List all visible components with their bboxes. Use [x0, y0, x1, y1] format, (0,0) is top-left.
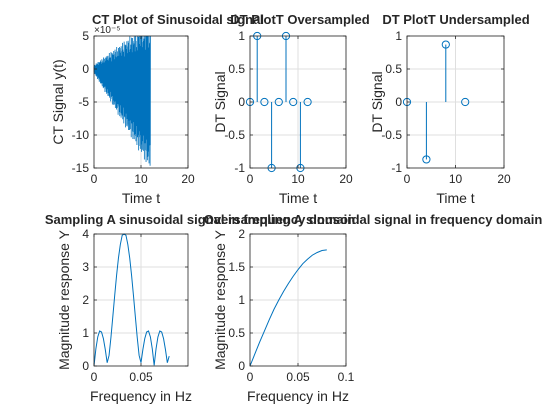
y-axis-label: Magnitude response Y — [212, 229, 228, 369]
y-tick-label: -15 — [72, 161, 90, 175]
subplot-title: Oversampling A sinusoidal signal in freq… — [204, 212, 543, 227]
subplot-freq-2: 0 0.05 0.1 0 0.5 1 1.5 2 Frequency in Hz Magnitud… — [204, 212, 543, 404]
y-tick-label: 1 — [238, 293, 245, 307]
y-tick-label: -0.5 — [224, 128, 245, 142]
x-tick-label: 10 — [291, 172, 305, 186]
x-tick-label: 0.05 — [286, 370, 310, 384]
x-tick-label: 0.05 — [129, 370, 153, 384]
x-tick-label: 0 — [91, 172, 98, 186]
subplot-title: CT Plot of Sinusoidal signal — [92, 12, 264, 27]
y-tick-label: -1 — [234, 161, 245, 175]
y-tick-label: 1.5 — [228, 260, 245, 274]
y-tick-label: 0 — [82, 359, 89, 373]
y-tick-label: -5 — [78, 95, 89, 109]
stem-marker — [260, 97, 269, 107]
x-tick-label: 0 — [247, 172, 254, 186]
series-line — [93, 233, 170, 367]
x-tick-label: 0 — [91, 370, 98, 384]
stem-marker — [441, 40, 450, 49]
x-axis-label: Time t — [279, 190, 317, 206]
x-tick-label: 20 — [181, 172, 195, 186]
x-tick-label: 0 — [404, 172, 411, 186]
series-freq-1 — [93, 233, 170, 367]
stem-marker — [422, 155, 431, 164]
y-tick-label: 0.5 — [228, 326, 245, 340]
x-axis-label: Time t — [436, 190, 474, 206]
y-tick-label: 0.5 — [228, 62, 245, 76]
y-tick-label: -0.5 — [381, 128, 402, 142]
stem-marker — [274, 97, 283, 107]
y-tick-label: 4 — [82, 227, 89, 241]
subplot-title: DT PlotT Oversampled — [230, 12, 369, 27]
y-tick-label: -10 — [72, 128, 90, 142]
y-tick-label: 0 — [82, 62, 89, 76]
series-freq-2 — [249, 249, 327, 367]
y-tick-label: 2 — [238, 227, 245, 241]
y-tick-label: 1 — [238, 29, 245, 43]
y-tick-label: 3 — [82, 260, 89, 274]
x-axis-label: Time t — [122, 190, 160, 206]
y-tick-label: 0 — [238, 95, 245, 109]
subplot-dt-under: 0 10 20 -1 -0.5 0 0.5 1 Time t DT Signal DT PlotT … — [369, 12, 530, 206]
subplot-freq-1: 0 0.05 0 1 2 3 4 Frequency in Hz Magnitude respo… — [45, 212, 355, 404]
y-axis-label: DT Signal — [369, 71, 385, 132]
series-ct — [93, 35, 151, 166]
subplot-title: DT PlotT Undersampled — [382, 12, 529, 27]
stem-marker — [289, 97, 298, 107]
stem-marker — [303, 97, 312, 107]
x-tick-label: 10 — [449, 172, 463, 186]
subplot-title: Sampling A sinusoidal signal in frequenc… — [45, 212, 355, 227]
ct-signal-line — [93, 35, 151, 166]
y-tick-label: -1 — [391, 161, 402, 175]
y-tick-label: 1 — [82, 326, 89, 340]
x-tick-label: 10 — [134, 172, 148, 186]
subplot-dt-over: 0 10 20 -1 -0.5 0 0.5 1 Time t DT Signal DT PlotT … — [212, 12, 370, 206]
y-axis-exponent: ×10⁻⁵ — [94, 25, 120, 36]
y-tick-label: 0 — [395, 95, 402, 109]
y-axis-label: CT Signal y(t) — [50, 59, 66, 144]
series-line — [249, 249, 327, 367]
y-tick-label: 5 — [82, 29, 89, 43]
series-dt-under — [402, 40, 470, 164]
y-tick-label: 0 — [238, 359, 245, 373]
y-axis-label: DT Signal — [212, 71, 228, 132]
y-tick-label: 1 — [395, 29, 402, 43]
x-axis-label: Frequency in Hz — [247, 388, 349, 404]
x-tick-label: 0 — [247, 370, 254, 384]
x-tick-label: 20 — [339, 172, 353, 186]
stem-marker — [461, 97, 470, 107]
y-tick-label: 0.5 — [385, 62, 402, 76]
x-axis-label: Frequency in Hz — [90, 388, 192, 404]
x-tick-label: 0.1 — [338, 370, 355, 384]
y-tick-label: 2 — [82, 293, 89, 307]
x-tick-label: 20 — [497, 172, 511, 186]
series-dt-over — [245, 31, 312, 173]
y-axis-label: Magnitude response Y — [56, 229, 72, 369]
